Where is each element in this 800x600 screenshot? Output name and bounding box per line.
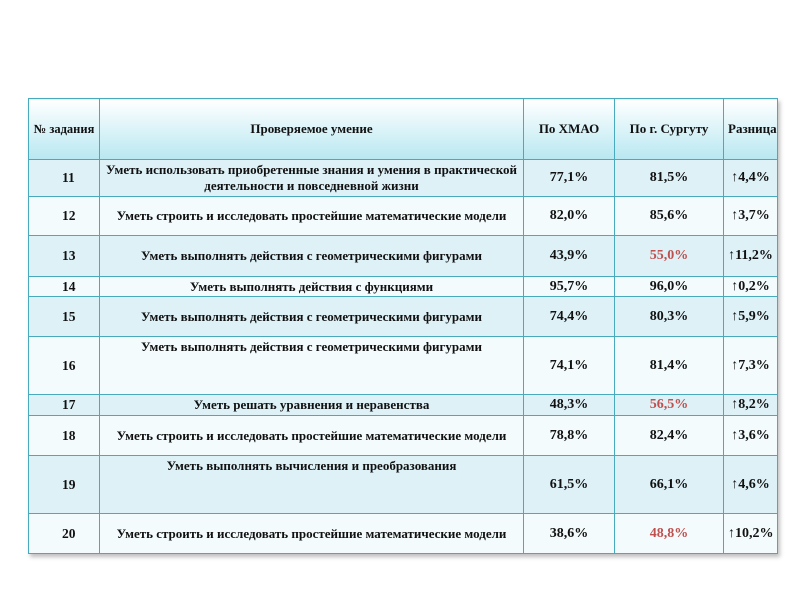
header-task-number: № задания (28, 98, 100, 160)
skill-text: Уметь выполнять действия с геометрически… (99, 235, 524, 277)
table-row: 15 Уметь выполнять действия с геометриче… (28, 296, 778, 337)
table-row: 16 Уметь выполнять действия с геометриче… (28, 336, 778, 395)
task-number: 20 (28, 513, 100, 554)
hmao-value: 43,9% (523, 235, 615, 277)
task-number: 15 (28, 296, 100, 337)
skill-text: Уметь выполнять действия с функциями (99, 276, 524, 297)
surgut-value: 66,1% (614, 455, 724, 514)
hmao-value: 74,4% (523, 296, 615, 337)
task-number: 17 (28, 394, 100, 416)
table-row: 11 Уметь использовать приобретенные знан… (28, 159, 778, 197)
skill-text: Уметь выполнять действия с геометрически… (99, 336, 524, 395)
difference-value: ↑3,6% (723, 415, 778, 456)
table-row: 18 Уметь строить и исследовать простейши… (28, 415, 778, 456)
hmao-value: 38,6% (523, 513, 615, 554)
difference-value: ↑0,2% (723, 276, 778, 297)
difference-value: ↑4,6% (723, 455, 778, 514)
difference-value: ↑11,2% (723, 235, 778, 277)
skill-text: Уметь строить и исследовать простейшие м… (99, 513, 524, 554)
surgut-value: 55,0% (614, 235, 724, 277)
skill-text: Уметь выполнять действия с геометрически… (99, 296, 524, 337)
task-number: 12 (28, 196, 100, 236)
surgut-value: 48,8% (614, 513, 724, 554)
hmao-value: 78,8% (523, 415, 615, 456)
task-number: 16 (28, 336, 100, 395)
surgut-value: 81,5% (614, 159, 724, 197)
table-row: 14 Уметь выполнять действия с функциями … (28, 276, 778, 297)
surgut-value: 81,4% (614, 336, 724, 395)
hmao-value: 74,1% (523, 336, 615, 395)
surgut-value: 85,6% (614, 196, 724, 236)
table-row: 12 Уметь строить и исследовать простейши… (28, 196, 778, 236)
header-difference: Разница (723, 98, 778, 160)
skill-text: Уметь решать уравнения и неравенства (99, 394, 524, 416)
difference-value: ↑10,2% (723, 513, 778, 554)
table-row: 17 Уметь решать уравнения и неравенства … (28, 394, 778, 416)
difference-value: ↑4,4% (723, 159, 778, 197)
difference-value: ↑5,9% (723, 296, 778, 337)
skill-text: Уметь строить и исследовать простейшие м… (99, 196, 524, 236)
surgut-value: 96,0% (614, 276, 724, 297)
task-number: 11 (28, 159, 100, 197)
header-skill: Проверяемое умение (99, 98, 524, 160)
skill-text: Уметь использовать приобретенные знания … (99, 159, 524, 197)
results-table-container: № задания Проверяемое умение По ХМАО По … (28, 98, 778, 554)
hmao-value: 61,5% (523, 455, 615, 514)
task-number: 14 (28, 276, 100, 297)
table-row: 13 Уметь выполнять действия с геометриче… (28, 235, 778, 277)
table-row: 20 Уметь строить и исследовать простейши… (28, 513, 778, 554)
surgut-value: 82,4% (614, 415, 724, 456)
skill-text: Уметь выполнять вычисления и преобразова… (99, 455, 524, 514)
task-number: 19 (28, 455, 100, 514)
skill-text: Уметь строить и исследовать простейшие м… (99, 415, 524, 456)
hmao-value: 77,1% (523, 159, 615, 197)
hmao-value: 95,7% (523, 276, 615, 297)
hmao-value: 82,0% (523, 196, 615, 236)
surgut-value: 56,5% (614, 394, 724, 416)
header-surgut: По г. Сургуту (614, 98, 724, 160)
difference-value: ↑7,3% (723, 336, 778, 395)
surgut-value: 80,3% (614, 296, 724, 337)
hmao-value: 48,3% (523, 394, 615, 416)
header-hmao: По ХМАО (523, 98, 615, 160)
table-row: 19 Уметь выполнять вычисления и преобраз… (28, 455, 778, 514)
difference-value: ↑3,7% (723, 196, 778, 236)
task-number: 18 (28, 415, 100, 456)
difference-value: ↑8,2% (723, 394, 778, 416)
table-header-row: № задания Проверяемое умение По ХМАО По … (28, 98, 778, 160)
results-table: № задания Проверяемое умение По ХМАО По … (28, 98, 778, 554)
task-number: 13 (28, 235, 100, 277)
